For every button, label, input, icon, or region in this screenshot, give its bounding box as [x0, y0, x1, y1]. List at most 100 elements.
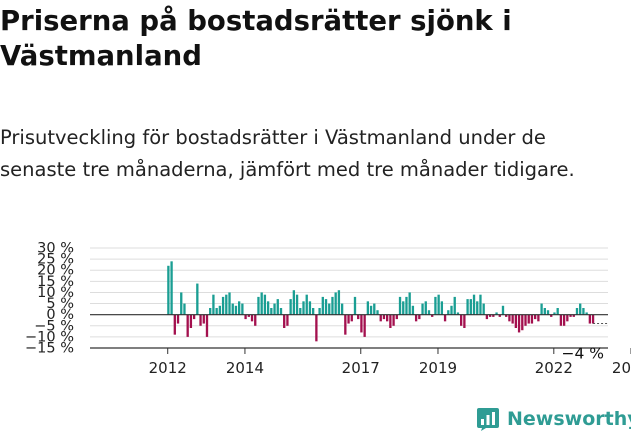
- bar: [456, 312, 460, 315]
- bar: [521, 314, 524, 331]
- bar: [463, 314, 466, 328]
- bar: [363, 314, 366, 337]
- y-tick-label: 20 %: [37, 263, 74, 279]
- bar: [386, 314, 389, 322]
- bar: [286, 314, 289, 326]
- bar: [505, 314, 508, 317]
- bar: [550, 314, 553, 317]
- y-tick-label: 30 %: [37, 241, 74, 257]
- bar: [196, 283, 199, 315]
- chart-title: Priserna på bostadsrätter sjönk i Västma…: [0, 5, 512, 72]
- bar: [566, 314, 569, 322]
- bar: [231, 303, 234, 315]
- bar: [192, 314, 196, 320]
- y-tick-label: 10 %: [37, 285, 74, 301]
- bar: [270, 308, 273, 315]
- bar: [347, 314, 350, 324]
- bar: [173, 314, 176, 335]
- bar-chart: 30 %25 %20 %15 %10 %5 %0 %−5 %−10 %−15 %…: [25, 241, 631, 377]
- bar: [167, 265, 170, 315]
- y-tick-label: −15 %: [25, 341, 74, 357]
- bar: [382, 314, 386, 320]
- bar: [537, 314, 540, 322]
- bar: [556, 308, 559, 315]
- bar: [379, 314, 382, 322]
- bar: [421, 303, 424, 315]
- bar: [357, 314, 360, 320]
- bar: [453, 296, 456, 315]
- bar: [170, 261, 173, 315]
- bar: [218, 305, 222, 315]
- bar: [447, 310, 450, 315]
- bar: [485, 314, 489, 320]
- bar: [366, 301, 370, 315]
- bar: [408, 292, 411, 315]
- bar: [530, 314, 534, 324]
- bar: [579, 303, 582, 315]
- bar: [569, 314, 572, 317]
- bar: [340, 303, 344, 315]
- bar: [508, 314, 511, 322]
- bar: [238, 301, 241, 315]
- bar: [266, 301, 270, 315]
- bar: [186, 314, 189, 337]
- bar: [418, 314, 421, 320]
- bar: [373, 303, 376, 315]
- bar: [482, 303, 485, 315]
- bars: [167, 261, 595, 342]
- bar: [250, 314, 254, 322]
- bar: [283, 314, 286, 328]
- bar: [328, 303, 331, 315]
- bar: [476, 301, 479, 315]
- bar: [331, 296, 334, 315]
- bar: [299, 308, 302, 315]
- bar: [273, 303, 276, 315]
- bar: [414, 314, 418, 322]
- bar: [254, 314, 257, 326]
- bar: [276, 299, 279, 315]
- bar: [572, 314, 575, 317]
- y-tick-label: −10 %: [25, 329, 74, 345]
- bar: [279, 308, 283, 315]
- bar: [479, 294, 482, 315]
- bar: [263, 294, 267, 315]
- y-axis-labels: 30 %25 %20 %15 %10 %5 %0 %−5 %−10 %−15 %: [25, 241, 74, 357]
- bar: [295, 294, 299, 315]
- bar: [427, 310, 431, 315]
- bar: [318, 308, 321, 315]
- bar: [324, 299, 328, 315]
- bar: [398, 296, 402, 315]
- bar: [344, 314, 347, 335]
- bar: [460, 314, 463, 326]
- x-tick-label: 2022: [535, 359, 573, 377]
- bar: [257, 296, 260, 315]
- bar: [575, 308, 579, 315]
- bar: [376, 310, 379, 315]
- x-tick-label: 2012: [149, 359, 187, 377]
- bar: [498, 314, 501, 317]
- bar: [524, 314, 527, 326]
- y-tick-label: 25 %: [37, 252, 74, 268]
- bar: [209, 308, 212, 315]
- bar: [591, 314, 595, 324]
- bar: [212, 294, 215, 315]
- bar: [434, 296, 437, 315]
- bar: [546, 310, 550, 315]
- bar: [469, 299, 472, 315]
- bar: [431, 314, 434, 317]
- bar: [437, 294, 440, 315]
- bar: [501, 305, 505, 315]
- y-tick-label: −5 %: [34, 318, 74, 334]
- bar: [562, 314, 566, 326]
- newsworthy-brand: Newsworthy: [476, 407, 631, 431]
- newsworthy-logo-icon: [477, 408, 499, 431]
- bar: [202, 314, 205, 324]
- bar: [305, 294, 308, 315]
- bar: [424, 301, 427, 315]
- bar: [392, 314, 395, 326]
- bar: [389, 314, 392, 328]
- bar: [559, 314, 563, 326]
- brand-name: Newsworthy: [507, 408, 631, 430]
- bar: [585, 312, 588, 315]
- bar: [534, 314, 537, 320]
